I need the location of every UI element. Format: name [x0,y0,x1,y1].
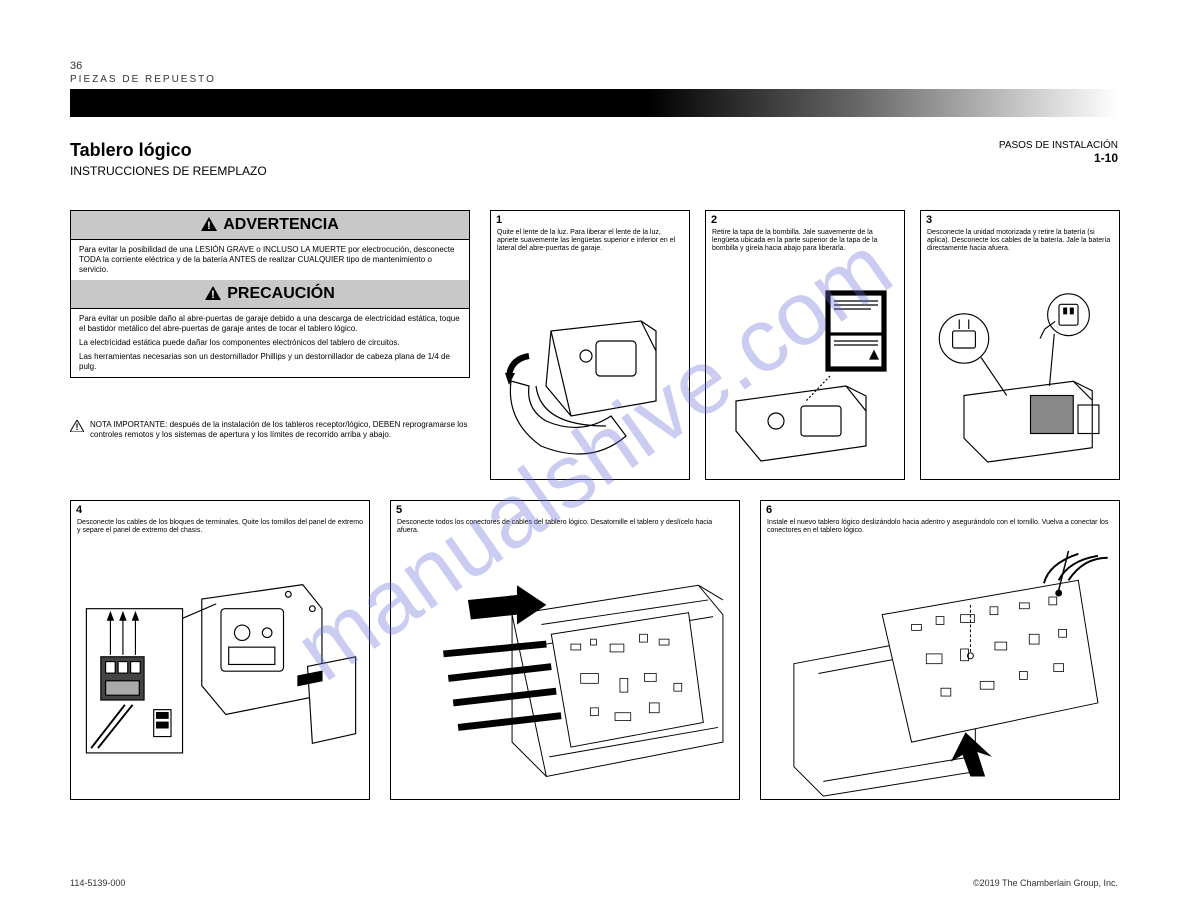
header-gradient-bar [70,89,1118,117]
figure-4: 4 Desconecte los cables de los bloques d… [70,500,370,800]
figure-caption: Desconecte la unidad motorizada y retire… [927,229,1113,253]
figure-caption: Quite el lente de la luz. Para liberar e… [497,229,683,253]
steps-range: 1-10 [999,151,1118,165]
note-text: NOTA IMPORTANTE: después de la instalaci… [90,420,470,441]
page-number: 36 [70,60,82,72]
svg-text:!: ! [207,220,211,231]
warning-body-1: Para evitar la posibilidad de una LESIÓN… [71,240,469,280]
figure-1: 1 Quite el lente de la luz. Para liberar… [490,210,690,480]
page-footer: 114-5139-000 ©2019 The Chamberlain Group… [70,878,1118,888]
figure-caption: Retire la tapa de la bombilla. Jale suav… [712,229,898,253]
opener-lens-illustration [491,281,691,481]
steps-label: PASOS DE INSTALACIÓN [999,140,1118,151]
figure-number: 6 [766,504,772,516]
figure-2: 2 Retire la tapa de la bombilla. Jale su… [705,210,905,480]
caution-header: !PRECAUCIÓN [71,280,469,309]
section-label: PIEZAS DE REPUESTO [70,74,1118,85]
figure-6: 6 Instale el nuevo tablero lógico desliz… [760,500,1120,800]
alert-icon: ! [205,286,221,300]
footer-right: ©2019 The Chamberlain Group, Inc. [973,878,1118,888]
figure-caption: Instale el nuevo tablero lógico deslizán… [767,519,1113,535]
page-header: PIEZAS DE REPUESTO [70,74,1118,117]
figure-number: 1 [496,214,502,226]
title-row: Tablero lógico INSTRUCCIONES DE REEMPLAZ… [70,140,1118,178]
warning-header-1: !ADVERTENCIA [71,211,469,240]
alert-icon: ! [70,420,84,432]
logic-board-remove-illustration [391,546,741,801]
end-panel-illustration [71,551,371,801]
warning-box: !ADVERTENCIA Para evitar la posibilidad … [70,210,470,378]
alert-icon: ! [201,217,217,231]
important-note: ! NOTA IMPORTANTE: después de la instala… [70,420,470,441]
unplug-battery-illustration [921,291,1121,481]
svg-text:!: ! [211,289,215,300]
figure-3: 3 Desconecte la unidad motorizada y reti… [920,210,1120,480]
figure-caption: Desconecte todos los conectores de cable… [397,519,733,535]
figure-number: 5 [396,504,402,516]
figure-number: 2 [711,214,717,226]
logic-board-install-illustration [761,546,1121,801]
figure-5: 5 Desconecte todos los conectores de cab… [390,500,740,800]
figure-number: 4 [76,504,82,516]
bulb-cover-illustration [706,271,906,471]
page-title: Tablero lógico [70,140,267,161]
figure-caption: Desconecte los cables de los bloques de … [77,519,363,535]
caution-body: Para evitar un posible daño al abre-puer… [71,309,469,377]
page-subtitle: INSTRUCCIONES DE REEMPLAZO [70,164,267,178]
footer-left: 114-5139-000 [70,878,125,888]
figure-number: 3 [926,214,932,226]
svg-text:!: ! [76,422,79,432]
